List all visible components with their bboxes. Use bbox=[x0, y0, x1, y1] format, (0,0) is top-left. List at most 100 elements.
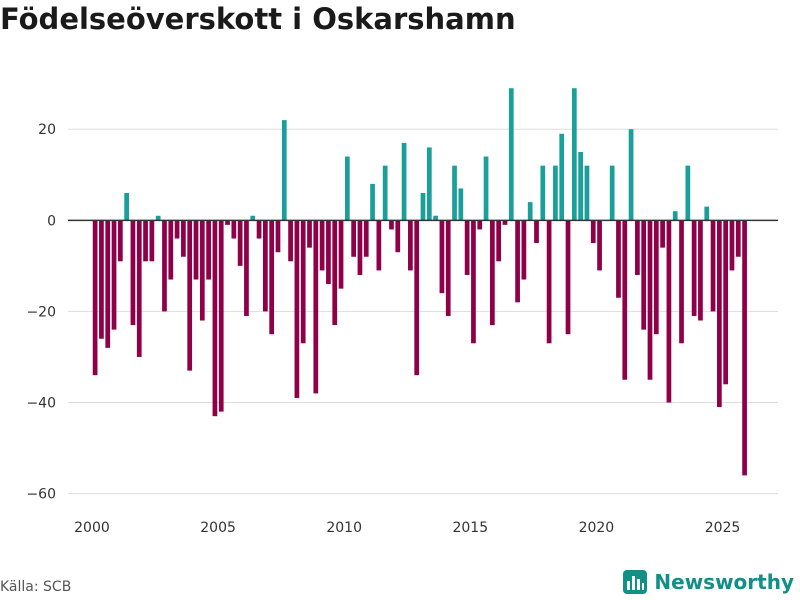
bar bbox=[515, 220, 520, 303]
bar bbox=[464, 220, 470, 275]
bar bbox=[376, 220, 382, 271]
bar bbox=[704, 206, 710, 221]
bar bbox=[256, 220, 262, 239]
x-tick-label: 2005 bbox=[200, 520, 236, 536]
bar bbox=[672, 211, 678, 221]
bar bbox=[300, 220, 306, 344]
bar bbox=[578, 151, 584, 221]
bar bbox=[439, 220, 445, 294]
bar bbox=[162, 220, 167, 312]
bar bbox=[553, 165, 558, 221]
bar bbox=[124, 192, 130, 221]
bar bbox=[489, 220, 495, 326]
bar bbox=[622, 220, 628, 380]
bar bbox=[363, 220, 369, 257]
bar bbox=[269, 220, 275, 335]
bar bbox=[187, 220, 193, 371]
bar bbox=[382, 165, 388, 221]
bar-chart-logo-icon bbox=[623, 570, 648, 594]
bar bbox=[521, 220, 527, 280]
bar bbox=[168, 220, 174, 280]
bars bbox=[92, 88, 747, 476]
bar bbox=[212, 220, 218, 417]
bar bbox=[742, 220, 747, 476]
bar bbox=[155, 215, 161, 221]
bar bbox=[130, 220, 136, 326]
bar bbox=[723, 220, 729, 385]
bar bbox=[471, 220, 476, 344]
bar bbox=[288, 220, 293, 262]
bar bbox=[653, 220, 659, 335]
bar bbox=[332, 220, 338, 326]
bar bbox=[679, 220, 684, 344]
newsworthy-logo[interactable]: Newsworthy bbox=[622, 569, 794, 595]
bar bbox=[206, 220, 211, 280]
bar bbox=[635, 220, 640, 275]
bar bbox=[262, 220, 268, 312]
bar bbox=[313, 220, 319, 394]
bar bbox=[281, 120, 287, 221]
bar bbox=[609, 165, 615, 221]
x-axis-ticks: 2000 2005 2010 2015 2020 2025 bbox=[74, 520, 740, 536]
bar bbox=[149, 220, 155, 262]
bar bbox=[698, 220, 703, 321]
bar bbox=[344, 156, 350, 221]
bar bbox=[496, 220, 502, 262]
y-axis-ticks: −60 −40 −20 0 20 bbox=[26, 122, 56, 502]
y-tick-label: −40 bbox=[26, 396, 56, 412]
bar bbox=[389, 220, 394, 230]
bar bbox=[546, 220, 552, 344]
bar bbox=[231, 220, 237, 239]
bar bbox=[414, 220, 420, 376]
bar bbox=[685, 165, 691, 221]
bar bbox=[237, 220, 243, 266]
bar bbox=[250, 215, 256, 221]
bar bbox=[458, 188, 464, 221]
bar bbox=[584, 165, 590, 221]
bar bbox=[559, 133, 565, 221]
bar bbox=[565, 220, 571, 335]
bar bbox=[357, 220, 363, 275]
bar bbox=[452, 165, 457, 221]
bar bbox=[426, 147, 432, 221]
bar bbox=[351, 220, 357, 257]
bar bbox=[540, 165, 546, 221]
bar bbox=[294, 220, 300, 398]
y-tick-label: 0 bbox=[47, 213, 56, 229]
bar bbox=[218, 220, 224, 412]
source-label: Källa: SCB bbox=[0, 579, 72, 595]
bar bbox=[370, 183, 375, 221]
x-tick-label: 2025 bbox=[705, 520, 741, 536]
brand-name: Newsworthy bbox=[654, 570, 794, 594]
bar bbox=[326, 220, 331, 285]
y-tick-label: 20 bbox=[38, 122, 56, 138]
bar bbox=[729, 220, 735, 271]
bar bbox=[136, 220, 142, 357]
bar bbox=[193, 220, 199, 280]
bar bbox=[483, 156, 489, 221]
chart-title: Födelseöverskott i Oskarshamn bbox=[0, 2, 516, 36]
x-tick-label: 2020 bbox=[579, 520, 615, 536]
bar bbox=[716, 220, 722, 408]
bar bbox=[616, 220, 621, 298]
bar bbox=[143, 220, 148, 262]
y-tick-label: −20 bbox=[26, 304, 56, 320]
bar bbox=[527, 202, 533, 221]
bar bbox=[433, 215, 438, 221]
bar bbox=[508, 88, 514, 221]
bar bbox=[105, 220, 111, 348]
grid-lines bbox=[68, 128, 778, 495]
bar bbox=[502, 220, 508, 225]
bar bbox=[319, 220, 325, 271]
bar bbox=[92, 220, 98, 376]
bar bbox=[710, 220, 716, 312]
bar bbox=[199, 220, 205, 321]
bar bbox=[641, 220, 647, 330]
bar bbox=[275, 220, 281, 253]
bar bbox=[445, 220, 451, 316]
y-tick-label: −60 bbox=[26, 487, 56, 503]
bar bbox=[99, 220, 104, 339]
bar bbox=[628, 129, 634, 221]
bar bbox=[111, 220, 117, 330]
